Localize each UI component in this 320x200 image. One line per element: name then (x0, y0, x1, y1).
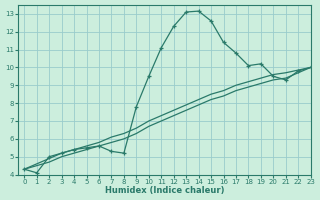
X-axis label: Humidex (Indice chaleur): Humidex (Indice chaleur) (105, 186, 224, 195)
